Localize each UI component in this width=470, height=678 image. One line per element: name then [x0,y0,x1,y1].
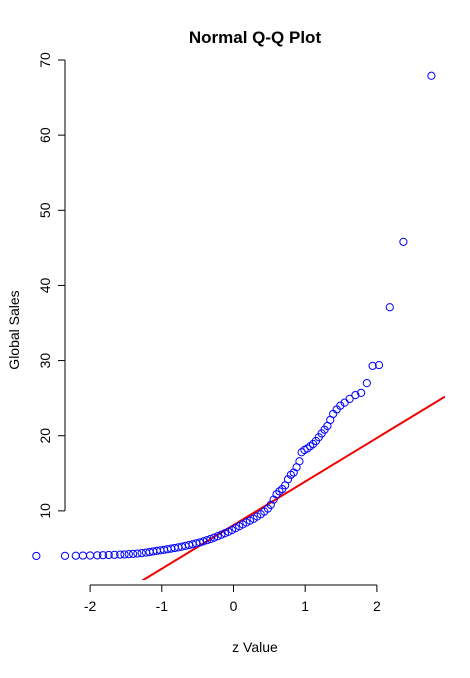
x-tick-label: -2 [84,598,97,614]
qq-point [351,391,360,400]
qq-point [308,439,318,449]
y-tick-label: 20 [37,428,53,444]
qq-point [345,394,354,404]
x-tick-label: 0 [230,598,238,614]
qq-point [32,551,41,561]
points-layer [32,71,436,561]
qq-point [295,457,304,466]
qq-point [272,490,281,499]
y-tick-label: 70 [37,52,53,68]
qq-point [213,532,222,541]
qq-point [120,550,129,559]
x-tick-label: -1 [156,598,169,614]
reference-line-layer [141,395,445,580]
qq-point [98,551,108,560]
qq-point [124,550,133,559]
qq-point [217,530,226,539]
x-tick-label: 2 [373,598,381,614]
qq-point [71,551,80,560]
x-tick-label: 1 [301,598,309,614]
qq-point [78,551,88,560]
qq-point [357,388,366,397]
qq-point [385,303,394,312]
y-tick-label: 40 [37,277,53,293]
qq-point [202,536,212,545]
qq-point [195,538,204,547]
qq-point [362,379,371,388]
qq-point [297,448,306,457]
qq-point [129,549,138,558]
qq-point [283,475,293,484]
qq-point [275,487,284,496]
qq-point [368,361,377,370]
y-tick-label: 10 [37,503,53,519]
chart-title: Normal Q-Q Plot [188,28,322,47]
qq-point [116,550,125,559]
y-tick-label: 60 [37,127,53,143]
qq-point [210,533,219,542]
qq-point [93,551,102,560]
qq-point [60,551,70,560]
qq-point [336,401,345,410]
qq-point [206,534,215,544]
qq-point [306,442,315,451]
y-tick-label: 30 [37,353,53,369]
axes: -2 -1 0 1 2 10 20 30 40 50 60 70 [37,52,381,614]
qq-point [137,548,146,558]
qq-point [133,549,142,558]
qq-point [286,470,295,479]
qq-point [85,551,95,560]
qq-point [220,529,229,538]
qq-point [427,71,436,80]
qq-point [303,444,312,453]
qq-point [104,550,113,560]
x-axis-label: z Value [232,639,278,655]
qq-point [399,237,408,246]
qq-point [374,360,384,370]
qq-point [110,550,119,559]
qq-point [199,537,208,546]
y-tick-label: 50 [37,202,53,218]
reference-line [141,395,445,580]
